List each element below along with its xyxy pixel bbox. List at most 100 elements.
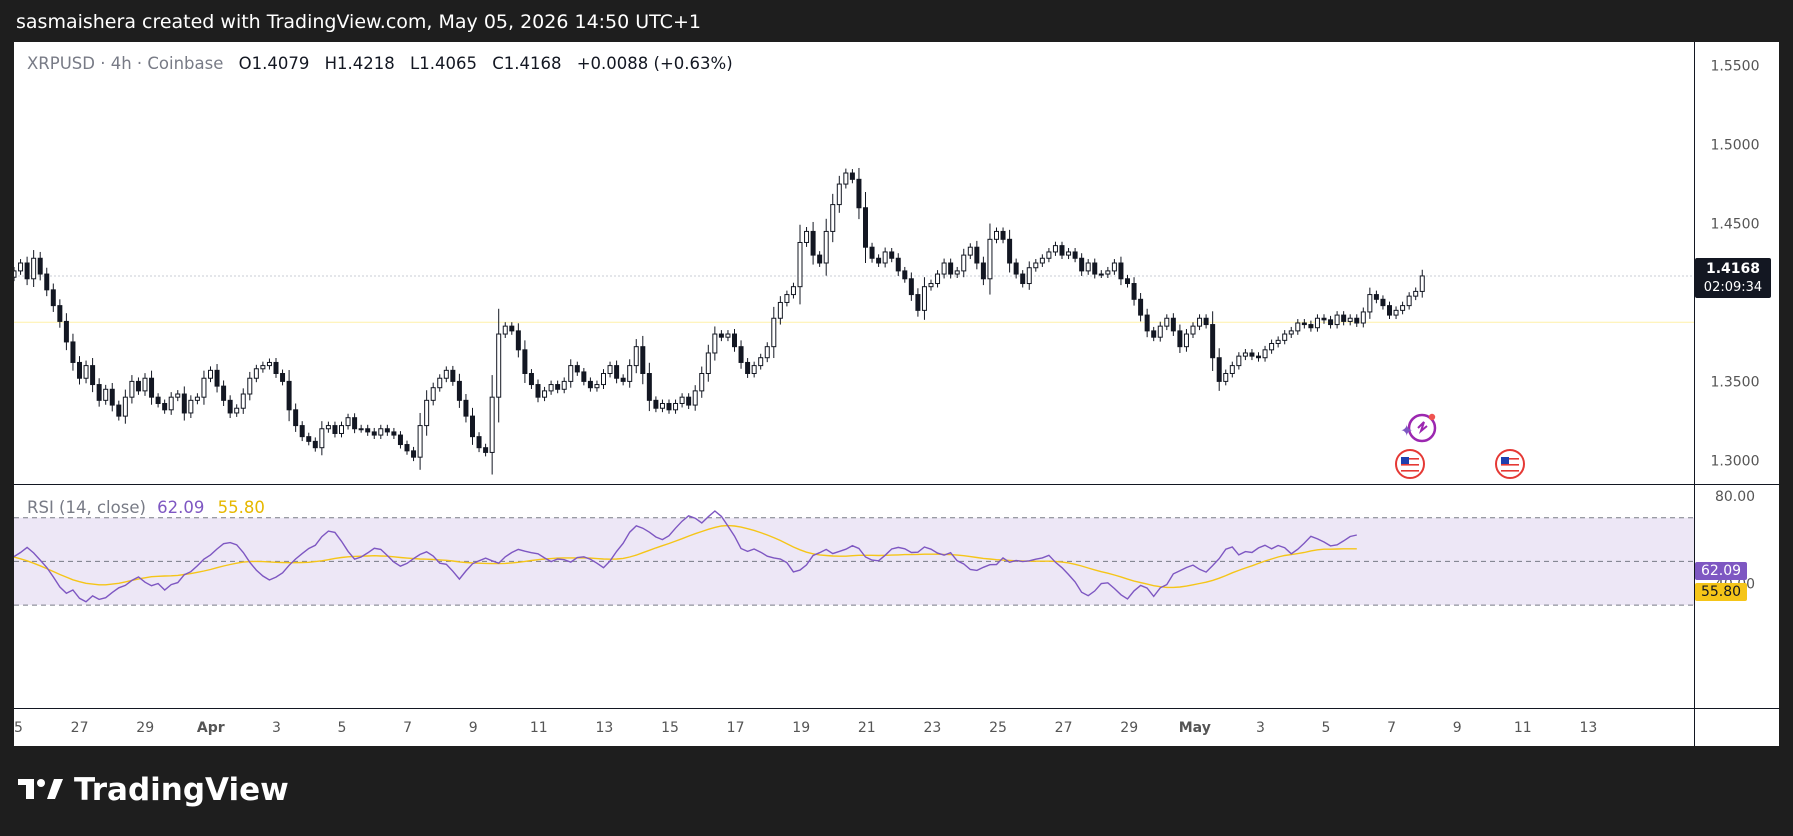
candle-down xyxy=(456,380,462,401)
candle-up xyxy=(725,333,731,338)
candle-down xyxy=(948,262,954,275)
candle-up xyxy=(1164,317,1170,327)
price-axis-label: 1.3000 xyxy=(1711,453,1760,469)
candle-down xyxy=(1321,317,1327,321)
candle-down xyxy=(1144,314,1150,332)
rsi-label[interactable]: RSI (14, close) xyxy=(27,498,146,517)
time-axis-label: 5 xyxy=(338,720,347,736)
candle-up xyxy=(1229,365,1235,375)
candle-down xyxy=(411,450,417,458)
high-label: H xyxy=(324,54,338,73)
candle-up xyxy=(804,230,810,243)
time-axis-label: 19 xyxy=(792,720,810,736)
candle-down xyxy=(718,333,724,338)
candle-up xyxy=(496,333,502,398)
candle-up xyxy=(1223,373,1229,382)
candle-up xyxy=(1419,275,1425,292)
candle-up xyxy=(777,301,783,319)
candle-up xyxy=(1033,262,1039,269)
candle-up xyxy=(103,388,109,401)
candle-up xyxy=(122,396,128,417)
rsi-axis-label: 80.00 xyxy=(1715,489,1755,505)
candle-down xyxy=(574,365,580,373)
symbol-label[interactable]: XRPUSD · 4h · Coinbase xyxy=(27,54,224,73)
candle-down xyxy=(135,380,141,392)
candle-down xyxy=(745,361,751,375)
candle-down xyxy=(293,409,299,427)
candle-up xyxy=(967,246,973,256)
rsi-value-tag: 62.09 xyxy=(1695,562,1747,580)
candle-up xyxy=(633,346,639,367)
candle-down xyxy=(876,257,882,264)
earnings-event-icon: ✦ xyxy=(1400,413,1437,443)
time-axis-label: 25 xyxy=(14,720,23,736)
candle-down xyxy=(1170,317,1176,332)
candle-up xyxy=(339,425,344,434)
candle-down xyxy=(1380,298,1386,307)
candle-up xyxy=(1275,339,1281,345)
candle-down xyxy=(1387,305,1392,316)
candle-down xyxy=(181,393,187,414)
candle-up xyxy=(31,257,37,280)
us-flag-event-icon xyxy=(1395,449,1425,479)
candle-down xyxy=(280,373,286,382)
candle-up xyxy=(175,393,181,398)
candle-down xyxy=(732,333,737,348)
price-axis-label: 1.3500 xyxy=(1711,374,1760,390)
candle-down xyxy=(1131,283,1137,300)
candle-down xyxy=(109,388,115,406)
candle-down xyxy=(1125,278,1130,285)
time-axis-label: 13 xyxy=(595,720,613,736)
candle-down xyxy=(1013,262,1019,275)
candle-up xyxy=(1098,273,1104,276)
bar-countdown: 02:09:34 xyxy=(1703,280,1763,295)
candle-up xyxy=(1400,305,1406,311)
low-value: 1.4065 xyxy=(419,54,477,73)
candle-up xyxy=(260,365,266,370)
candle-up xyxy=(797,241,803,288)
rsi-tag-value: 62.09 xyxy=(1700,563,1742,579)
candle-down xyxy=(614,365,620,379)
candle-down xyxy=(1059,245,1065,256)
tradingview-logo[interactable]: TradingView xyxy=(18,772,289,808)
candle-up xyxy=(712,333,718,354)
candle-down xyxy=(37,257,43,275)
candle-down xyxy=(915,294,921,311)
candle-up xyxy=(692,390,698,406)
rsi-ma-tag: 55.80 xyxy=(1695,583,1747,601)
candle-up xyxy=(1334,314,1340,326)
candle-up xyxy=(345,417,351,427)
candle-down xyxy=(1249,352,1255,357)
candle-down xyxy=(1328,319,1334,326)
candle-down xyxy=(391,431,397,436)
candle-down xyxy=(849,172,855,180)
tradingview-logo-text: TradingView xyxy=(74,772,289,808)
tradingview-logo-icon xyxy=(18,774,64,807)
candle-down xyxy=(332,425,338,434)
candle-down xyxy=(312,440,318,449)
candle-up xyxy=(921,286,927,311)
candle-down xyxy=(1354,317,1360,324)
candle-down xyxy=(227,399,233,414)
candle-down xyxy=(908,278,914,296)
candle-up xyxy=(1157,325,1163,338)
rsi-line xyxy=(14,510,1357,603)
candle-up xyxy=(1085,262,1091,272)
time-axis-label: 5 xyxy=(1322,720,1331,736)
time-axis-label: 27 xyxy=(1055,720,1073,736)
candle-up xyxy=(673,402,679,411)
chart-canvas[interactable]: 1.30001.35001.45001.50001.550040.0080.00… xyxy=(14,42,1779,746)
candle-up xyxy=(430,387,436,401)
time-axis-label: 7 xyxy=(403,720,412,736)
candle-up xyxy=(836,183,842,206)
candle-down xyxy=(1177,330,1183,348)
last-price-value: 1.4168 xyxy=(1705,261,1761,277)
candle-up xyxy=(790,286,796,296)
candle-down xyxy=(96,384,102,401)
candle-up xyxy=(1269,343,1275,351)
candle-up xyxy=(679,396,685,404)
candle-down xyxy=(470,415,475,438)
candle-up xyxy=(1046,251,1052,259)
time-axis-label: 27 xyxy=(71,720,89,736)
price-axis-label: 1.4500 xyxy=(1711,217,1760,233)
